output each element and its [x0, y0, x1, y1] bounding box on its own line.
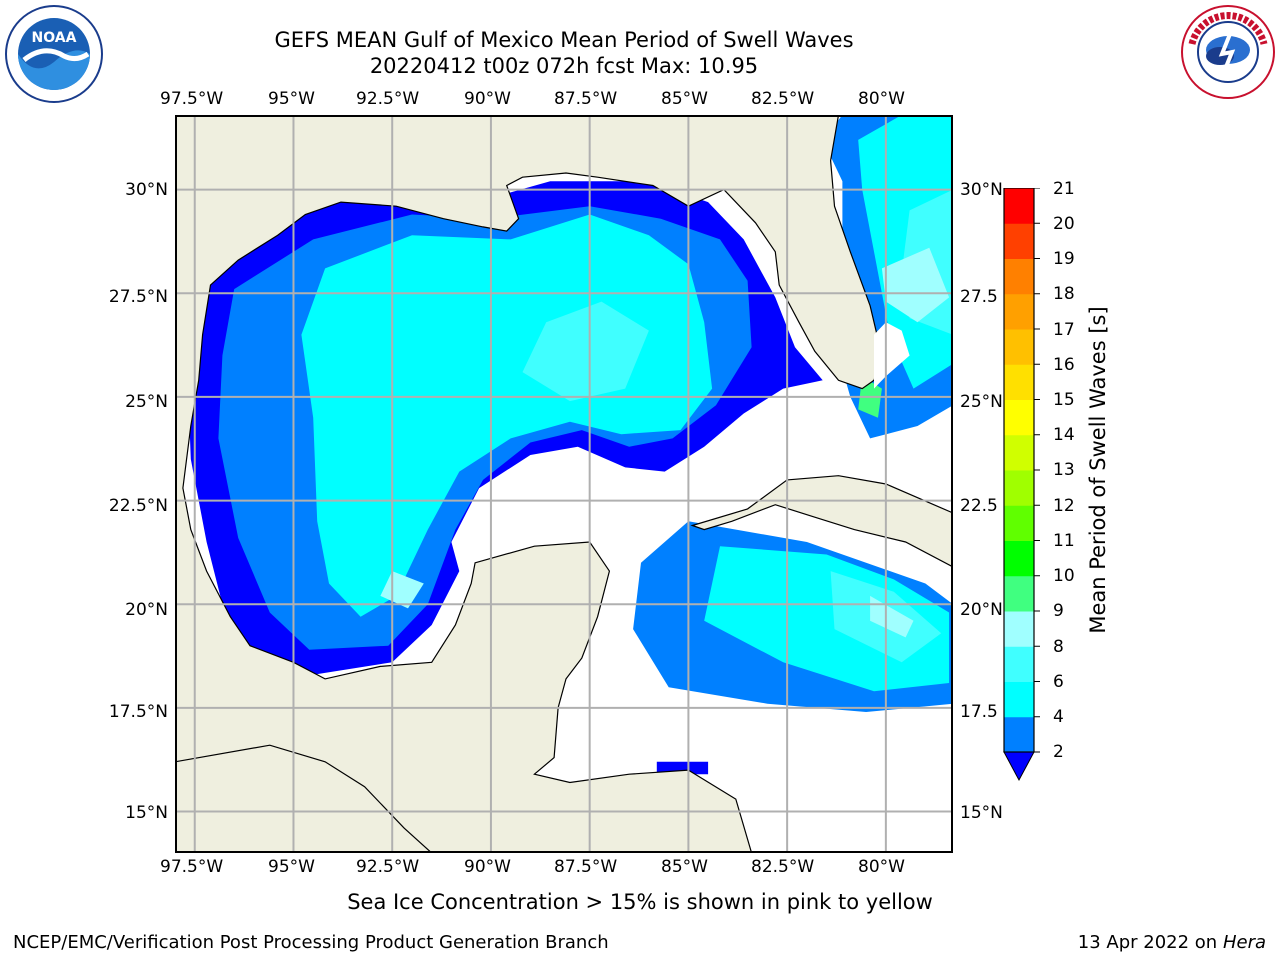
lat-tick-left: 17.5°N: [108, 702, 168, 722]
chart-title: GEFS MEAN Gulf of Mexico Mean Period of …: [274, 28, 854, 52]
lat-tick-right: 22.5: [960, 496, 998, 516]
colorbar-tick: 14: [1053, 425, 1075, 445]
colorbar-tick: 8: [1053, 637, 1064, 657]
land-cuba: [690, 475, 953, 568]
colorbar-bin: [1004, 434, 1034, 471]
noaa-logo: NOAA: [5, 5, 103, 103]
footer-machine: Hera: [1222, 932, 1266, 953]
lon-tick-bottom: 85°W: [661, 857, 708, 877]
lon-tick-bottom: 90°W: [464, 857, 511, 877]
lon-tick-bottom: 97.5°W: [160, 857, 224, 877]
colorbar-bin: [1004, 329, 1034, 365]
colorbar-bin: [1004, 575, 1034, 612]
lon-tick-bottom: 82.5°W: [751, 857, 815, 877]
lat-tick-right: 20°N: [960, 600, 1003, 620]
footer-note: Sea Ice Concentration > 15% is shown in …: [347, 890, 933, 914]
colorbar-bin: [1004, 293, 1034, 330]
colorbar-tick: 21: [1053, 179, 1075, 199]
colorbar-bin: [1004, 716, 1034, 753]
noaa-logo-text: NOAA: [32, 30, 77, 46]
lat-tick-right: 25°N: [960, 392, 1003, 412]
colorbar-bin: [1004, 223, 1034, 259]
colorbar-tick: 13: [1053, 460, 1075, 480]
nws-logo: [1181, 5, 1275, 99]
map-frame: [175, 115, 953, 853]
lat-tick-left: 15°N: [125, 803, 168, 823]
colorbar-tick: 17: [1053, 320, 1075, 340]
lat-tick-right: 17.5: [960, 702, 998, 722]
lon-tick-bottom: 92.5°W: [356, 857, 420, 877]
lat-tick-left: 22.5°N: [108, 496, 168, 516]
lat-tick-left: 25°N: [125, 392, 168, 412]
colorbar-bin: [1004, 470, 1034, 506]
atlantic-gap: [874, 322, 910, 389]
lon-tick-top: 90°W: [464, 89, 511, 109]
colorbar-tick: 19: [1053, 249, 1075, 269]
colorbar-tick: 18: [1053, 284, 1075, 304]
map-panel: [175, 115, 953, 853]
colorbar-tick: 12: [1053, 496, 1075, 516]
atlantic-9s: [881, 247, 950, 323]
swell-region-8s: [522, 301, 649, 402]
lon-tick-top: 82.5°W: [751, 89, 815, 109]
lat-tick-left: 27.5°N: [108, 287, 168, 307]
lat-tick-right: 27.5: [960, 287, 998, 307]
lon-tick-top: 97.5°W: [160, 89, 224, 109]
colorbar-bin: [1004, 646, 1034, 682]
colorbar-bin: [1004, 364, 1034, 400]
colorbar-tick: 2: [1053, 742, 1064, 762]
colorbar-bin: [1004, 681, 1034, 718]
colorbar-tick: 11: [1053, 531, 1075, 551]
colorbar-bin: [1004, 540, 1034, 577]
colorbar-label: Mean Period of Swell Waves [s]: [1086, 306, 1110, 634]
colorbar-tick: 9: [1053, 601, 1064, 621]
lon-tick-top: 92.5°W: [356, 89, 420, 109]
colorbar-tick: 6: [1053, 672, 1064, 692]
colorbar-bin: [1004, 399, 1034, 436]
footer-credit: NCEP/EMC/Verification Post Processing Pr…: [13, 932, 609, 953]
colorbar-bin: [1004, 611, 1034, 647]
lat-tick-left: 30°N: [125, 180, 168, 200]
colorbar-bin: [1004, 258, 1034, 295]
lon-tick-top: 95°W: [268, 89, 315, 109]
colorbar-tick: 20: [1053, 214, 1075, 234]
lon-tick-bottom: 95°W: [268, 857, 315, 877]
lat-tick-left: 20°N: [125, 600, 168, 620]
lat-tick-right: 15°N: [960, 803, 1003, 823]
land-pacific-coast: [175, 744, 433, 853]
colorbar-tick: 10: [1053, 566, 1075, 586]
footer-date: 13 Apr 2022 on: [1077, 932, 1223, 953]
colorbar: [1003, 188, 1040, 782]
colorbar-tick: 16: [1053, 355, 1075, 375]
colorbar-bin: [1004, 505, 1034, 541]
colorbar-tick: 15: [1053, 390, 1075, 410]
chart-subtitle: 20220412 t00z 072h fcst Max: 10.95: [369, 54, 759, 78]
colorbar-extend-arrow: [1003, 751, 1035, 782]
lon-tick-bottom: 80°W: [858, 857, 905, 877]
colorbar-bin: [1004, 188, 1034, 224]
lat-tick-right: 30°N: [960, 180, 1003, 200]
colorbar-tick: 4: [1053, 707, 1064, 727]
lon-tick-top: 87.5°W: [554, 89, 618, 109]
caribbean-9s: [870, 595, 914, 638]
lon-tick-top: 85°W: [661, 89, 708, 109]
lon-tick-bottom: 87.5°W: [554, 857, 618, 877]
footer-date-line: 13 Apr 2022 on Hera: [1078, 932, 1266, 953]
lon-tick-top: 80°W: [858, 89, 905, 109]
